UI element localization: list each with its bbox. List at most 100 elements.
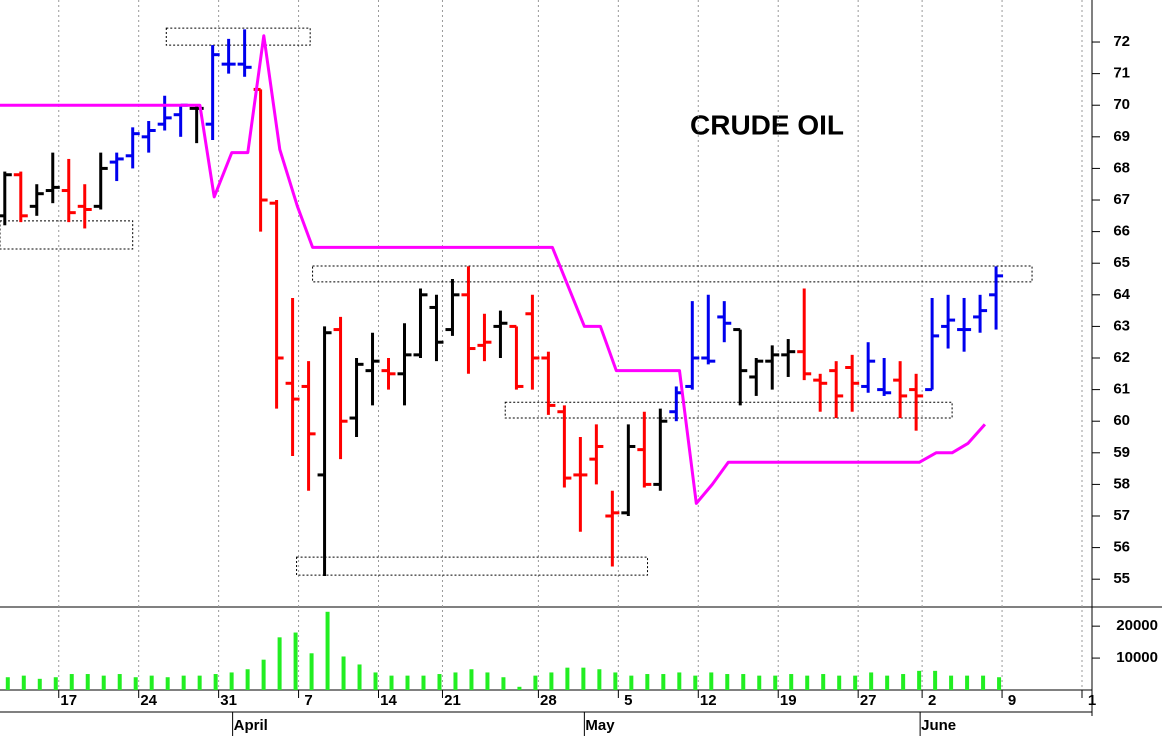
volume-bar <box>453 672 458 690</box>
y-tick-label: 62 <box>1113 349 1130 366</box>
y-tick-label: 71 <box>1113 65 1130 82</box>
volume-bar <box>133 677 138 690</box>
volume-bar <box>581 667 586 690</box>
volume-bar <box>213 674 218 690</box>
volume-bar <box>933 670 938 690</box>
x-tick-label: 12 <box>700 692 717 709</box>
volume-bar <box>389 675 394 690</box>
volume-bar <box>485 672 490 690</box>
volume-bar <box>613 672 618 690</box>
volume-bar <box>229 672 234 690</box>
volume-bar <box>533 675 538 690</box>
volume-bar <box>661 674 666 690</box>
volume-bar <box>85 674 90 690</box>
y-tick-label: 69 <box>1113 128 1130 145</box>
y-tick-label: 65 <box>1113 254 1130 271</box>
volume-bar <box>101 675 106 690</box>
month-label: April <box>234 717 268 734</box>
y-tick-label: 57 <box>1113 507 1130 524</box>
level-box <box>296 556 649 576</box>
volume-bar <box>869 672 874 690</box>
y-tick-label: 64 <box>1113 286 1130 303</box>
x-tick-label: 19 <box>780 692 797 709</box>
y-tick-label: 58 <box>1113 475 1130 492</box>
volume-bar <box>805 675 810 690</box>
volume-bar <box>885 675 890 690</box>
stop-line <box>0 34 987 505</box>
y-tick-label: 55 <box>1113 570 1130 587</box>
volume-bar <box>597 669 602 690</box>
volume-bar <box>421 675 426 690</box>
volume-bar <box>181 675 186 690</box>
level-box <box>504 401 953 419</box>
x-tick-label: 24 <box>140 692 157 709</box>
volume-bar <box>517 686 522 690</box>
volume-bar <box>293 632 298 690</box>
month-label: June <box>921 717 956 734</box>
x-tick-label: 21 <box>444 692 461 709</box>
volume-bar <box>245 669 250 690</box>
volume-bar <box>757 675 762 690</box>
volume-bar <box>405 675 410 690</box>
y-tick-label: 63 <box>1113 317 1130 334</box>
volume-bar <box>117 674 122 690</box>
volume-bar <box>373 672 378 690</box>
volume-bar <box>165 677 170 690</box>
volume-bar <box>341 656 346 690</box>
chart-title: CRUDE OIL <box>690 109 844 140</box>
volume-bar <box>901 674 906 690</box>
volume-bar <box>309 653 314 690</box>
y-tick-label: 70 <box>1113 96 1130 113</box>
y-tick-label: 60 <box>1113 412 1130 429</box>
volume-bar <box>21 675 26 690</box>
volume-bar <box>741 674 746 690</box>
volume-bar <box>5 677 10 690</box>
volume-bar <box>789 674 794 690</box>
volume-bar <box>853 675 858 690</box>
x-tick-label: 17 <box>60 692 77 709</box>
volume-bar <box>981 675 986 690</box>
volume-bar <box>709 672 714 690</box>
volume-bar <box>437 674 442 690</box>
x-tick-label: 9 <box>1008 692 1016 709</box>
volume-bar <box>277 637 282 690</box>
y-tick-label: 68 <box>1113 159 1130 176</box>
volume-bar <box>325 611 330 690</box>
volume-bar <box>261 659 266 690</box>
volume-bar <box>357 664 362 690</box>
volume-bar <box>69 674 74 690</box>
volume-bar <box>469 669 474 690</box>
y-tick-label: 67 <box>1113 191 1130 208</box>
volume-bar <box>949 675 954 690</box>
volume-tick-label: 20000 <box>1116 617 1158 634</box>
x-tick-label: 31 <box>220 692 237 709</box>
volume-bar <box>149 675 154 690</box>
x-tick-label: 7 <box>304 692 312 709</box>
x-tick-label: 5 <box>624 692 632 709</box>
x-tick-label: 27 <box>860 692 877 709</box>
volume-bar <box>965 675 970 690</box>
volume-bar <box>773 675 778 690</box>
volume-bar <box>53 677 58 690</box>
y-tick-label: 61 <box>1113 381 1130 398</box>
y-tick-label: 59 <box>1113 444 1130 461</box>
x-tick-label: 1 <box>1088 692 1096 709</box>
volume-bar <box>725 674 730 690</box>
volume-bar <box>501 677 506 690</box>
y-tick-label: 66 <box>1113 223 1130 240</box>
volume-bar <box>565 667 570 690</box>
volume-tick-label: 10000 <box>1116 649 1158 666</box>
volume-bar <box>677 672 682 690</box>
volume-bar <box>997 677 1002 690</box>
y-tick-label: 72 <box>1113 33 1130 50</box>
volume-bar <box>837 675 842 690</box>
volume-bar <box>549 672 554 690</box>
volume-bar <box>917 670 922 690</box>
x-tick-label: 14 <box>380 692 397 709</box>
x-tick-label: 28 <box>540 692 557 709</box>
y-tick-label: 56 <box>1113 539 1130 556</box>
volume-bar <box>693 675 698 690</box>
volume-bar <box>645 674 650 690</box>
